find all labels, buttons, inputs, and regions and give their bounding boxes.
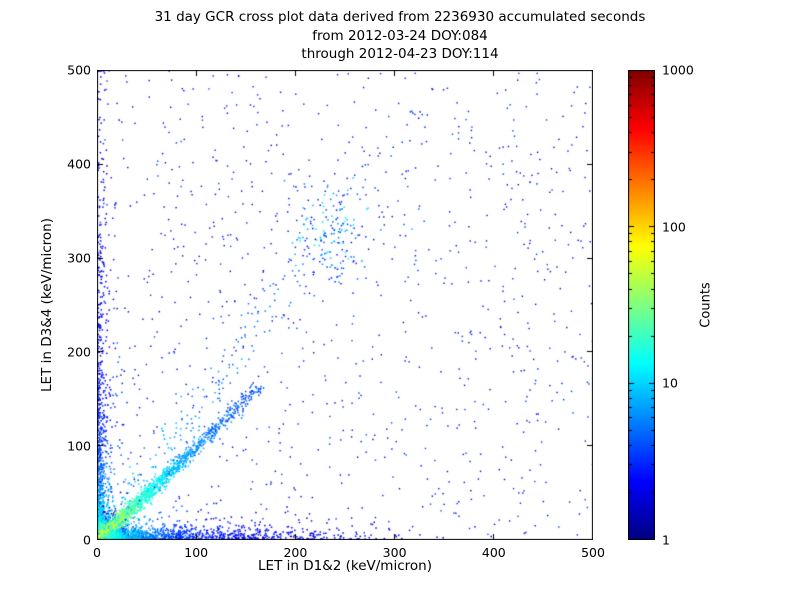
colorbar-tick-label: 1000 — [662, 62, 694, 78]
x-tick-label: 200 — [283, 545, 308, 560]
x-tick-label: 500 — [581, 545, 605, 560]
x-tick-label: 100 — [184, 545, 209, 560]
figure-title: 31 day GCR cross plot data derived from … — [0, 8, 800, 64]
y-tick-label: 100 — [67, 438, 91, 454]
colorbar-tick-label: 1 — [662, 532, 670, 548]
colorbar-tick-label: 100 — [662, 219, 686, 235]
y-tick-label: 500 — [67, 62, 91, 78]
scatter-plot-canvas — [97, 70, 593, 540]
title-line-3: through 2012-04-23 DOY:114 — [301, 46, 499, 62]
y-tick-label: 400 — [67, 156, 91, 172]
title-line-2: from 2012-03-24 DOY:084 — [312, 27, 488, 44]
y-tick-label: 0 — [83, 532, 91, 548]
x-axis-label: LET in D1&2 (keV/micron) — [258, 558, 432, 574]
x-tick-label: 300 — [382, 545, 407, 560]
y-tick-label: 200 — [67, 344, 91, 360]
x-tick-label: 0 — [93, 545, 101, 560]
title-line-1: 31 day GCR cross plot data derived from … — [154, 9, 646, 25]
colorbar-label: Counts — [698, 282, 714, 328]
y-axis-label: LET in D3&4 (keV/micron) — [39, 218, 55, 392]
y-tick-label: 300 — [67, 250, 91, 266]
x-tick-label: 400 — [481, 545, 506, 560]
colorbar-tick-label: 10 — [662, 375, 678, 391]
colorbar-canvas — [628, 70, 655, 540]
